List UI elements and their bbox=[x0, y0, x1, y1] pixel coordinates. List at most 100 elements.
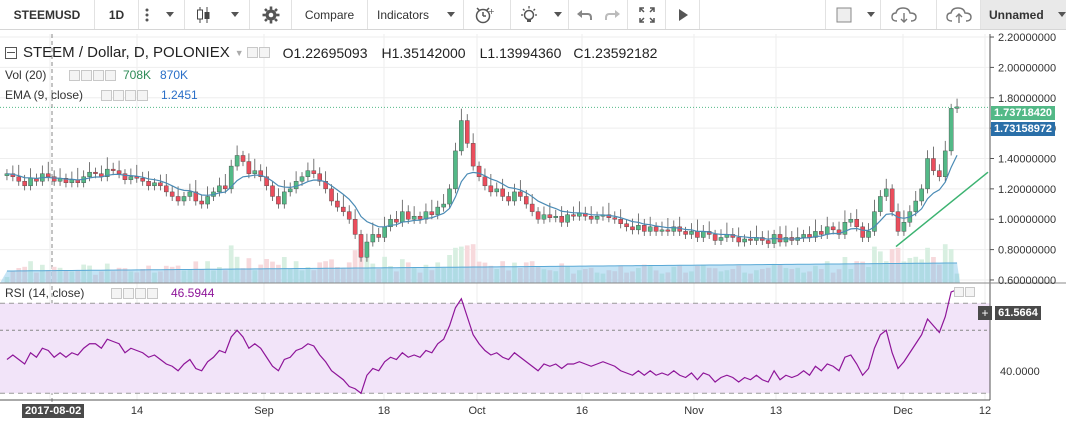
compare-label: Compare bbox=[304, 7, 355, 22]
legend-title: STEEM / Dollar, D, POLONIEX bbox=[23, 44, 230, 61]
volume-bar bbox=[335, 267, 340, 283]
add-plus-icon[interactable]: + bbox=[978, 306, 992, 320]
x-tick-label: Sep bbox=[254, 405, 274, 417]
volume-bar bbox=[252, 270, 258, 283]
volume-bar bbox=[553, 271, 559, 283]
candle-body bbox=[783, 237, 789, 243]
volume-bar bbox=[87, 265, 92, 283]
volume-bar bbox=[671, 266, 677, 283]
add-icon[interactable] bbox=[93, 69, 104, 81]
compare-button[interactable]: Compare bbox=[292, 0, 368, 29]
candle-body bbox=[482, 176, 488, 187]
volume-bar bbox=[824, 261, 830, 283]
settings-icon[interactable] bbox=[258, 47, 270, 58]
volume-bar bbox=[948, 249, 954, 283]
volume-bar bbox=[895, 247, 901, 283]
collapse-icon[interactable] bbox=[5, 46, 17, 59]
volume-bar bbox=[441, 267, 447, 283]
alert-clock-icon[interactable]: + bbox=[464, 0, 504, 29]
volume-bar bbox=[647, 265, 653, 283]
close-icon[interactable] bbox=[147, 287, 158, 299]
ema-line bbox=[6, 154, 958, 240]
volume-bar bbox=[4, 277, 10, 283]
layout-name-button[interactable]: Unnamed bbox=[981, 0, 1066, 29]
layout-dropdown-icon bbox=[1057, 12, 1066, 17]
add-icon[interactable] bbox=[125, 89, 136, 101]
interval-button[interactable]: 1D bbox=[95, 0, 139, 29]
candle-body bbox=[488, 185, 494, 193]
undo-icon[interactable] bbox=[569, 0, 599, 29]
candle-body bbox=[872, 211, 877, 232]
volume-bar bbox=[506, 270, 511, 283]
candle-body bbox=[777, 234, 783, 243]
chart-canvas[interactable]: 2.200000002.000000001.800000001.60000000… bbox=[0, 30, 1066, 426]
volume-bar bbox=[458, 246, 464, 283]
separator bbox=[927, 0, 937, 29]
eye-icon[interactable] bbox=[69, 69, 80, 81]
candle-body bbox=[642, 225, 647, 232]
volume-bar bbox=[860, 261, 865, 283]
chart-style-dropdown-icon[interactable] bbox=[220, 0, 250, 29]
cloud-download-icon[interactable] bbox=[881, 0, 927, 29]
axes: 2.200000002.000000001.800000001.60000000… bbox=[0, 32, 1066, 417]
volume-bar bbox=[264, 259, 269, 283]
redo-icon[interactable] bbox=[599, 0, 628, 29]
last-price-tag: 1.73718420 bbox=[991, 106, 1055, 120]
pane-up-icon[interactable] bbox=[954, 287, 964, 297]
volume-bar bbox=[512, 262, 517, 283]
indicators-button[interactable]: Indicators bbox=[368, 0, 438, 29]
settings-icon[interactable] bbox=[113, 89, 124, 101]
close-icon[interactable] bbox=[105, 69, 116, 81]
volume-bar bbox=[169, 266, 175, 283]
symbol-search-button[interactable]: STEEMUSD bbox=[0, 0, 95, 29]
candle-body bbox=[594, 215, 600, 220]
play-icon[interactable] bbox=[666, 0, 700, 29]
candle-body bbox=[630, 226, 635, 231]
fullscreen-icon[interactable] bbox=[628, 0, 666, 29]
candle-body bbox=[435, 206, 441, 215]
template-dropdown-icon[interactable] bbox=[861, 0, 881, 29]
legend-dropdown-icon[interactable]: ▼ bbox=[234, 47, 244, 58]
ideas-dropdown-icon[interactable] bbox=[547, 0, 569, 29]
candle-body bbox=[240, 155, 246, 162]
volume-bar bbox=[405, 262, 411, 283]
eye-icon[interactable] bbox=[101, 89, 112, 101]
template-square-icon[interactable] bbox=[825, 0, 861, 29]
y-tick-label: 0.80000000 bbox=[998, 245, 1056, 257]
volume-bar bbox=[423, 264, 429, 283]
more-vertical-icon[interactable] bbox=[139, 0, 155, 29]
symbol-label: STEEMUSD bbox=[13, 7, 81, 22]
ema-legend: EMA (9, close) 1.2451 bbox=[5, 88, 198, 102]
trend-line-drawing[interactable] bbox=[895, 171, 989, 248]
candle-body bbox=[317, 173, 322, 182]
candle-body bbox=[866, 231, 871, 238]
volume-bar bbox=[866, 267, 871, 283]
volume-legend: Vol (20) 708K 870K bbox=[5, 68, 188, 82]
candle-body bbox=[152, 182, 157, 187]
candle-body bbox=[571, 214, 576, 217]
rsi-pane-controls[interactable] bbox=[954, 286, 984, 298]
eye-icon[interactable] bbox=[111, 287, 122, 299]
candle-body bbox=[824, 226, 830, 235]
candle-body bbox=[736, 237, 741, 243]
candle-body bbox=[116, 170, 122, 174]
pane-down-icon[interactable] bbox=[965, 287, 975, 297]
candles-icon[interactable] bbox=[185, 0, 220, 29]
settings-gear-icon[interactable] bbox=[250, 0, 292, 29]
settings-icon[interactable] bbox=[123, 287, 134, 299]
volume-bar bbox=[51, 266, 57, 283]
interval-dropdown-icon[interactable] bbox=[155, 0, 185, 29]
cloud-upload-icon[interactable] bbox=[937, 0, 981, 29]
candle-body bbox=[742, 238, 747, 243]
candle-body bbox=[28, 178, 33, 187]
eye-icon[interactable] bbox=[246, 47, 258, 58]
y-tick-label: 1.20000000 bbox=[998, 184, 1056, 196]
add-icon[interactable] bbox=[135, 287, 146, 299]
volume-bar bbox=[163, 265, 169, 283]
rsi-tick-label: 40.0000 bbox=[1000, 366, 1040, 378]
close-icon[interactable] bbox=[137, 89, 148, 101]
settings-icon[interactable] bbox=[81, 69, 92, 81]
volume-bar bbox=[783, 268, 789, 283]
indicators-dropdown-icon[interactable] bbox=[438, 0, 464, 29]
lightbulb-icon[interactable] bbox=[511, 0, 547, 29]
